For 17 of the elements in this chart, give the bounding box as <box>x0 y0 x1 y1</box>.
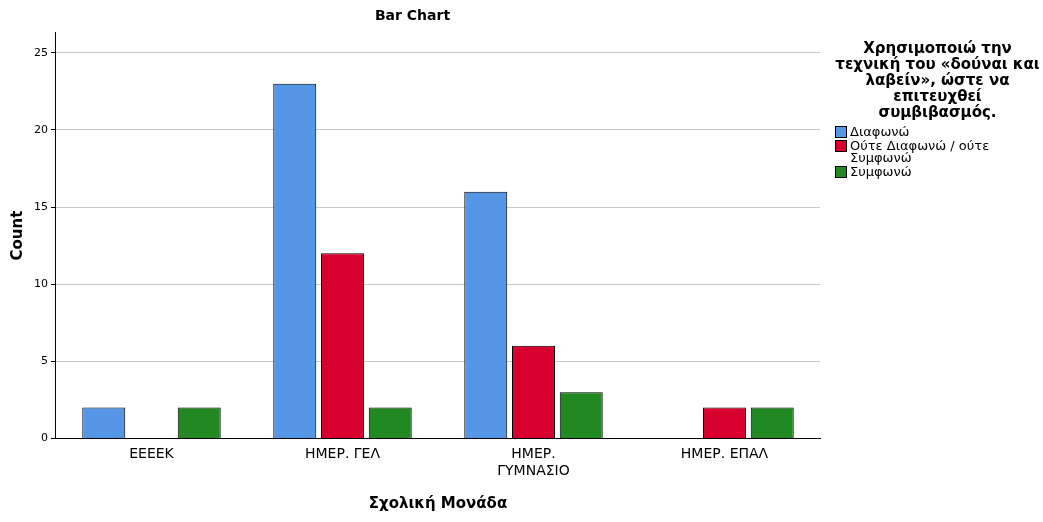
x-tick-label: ΗΜΕΡ. ΕΠΑΛ <box>680 445 769 462</box>
chart-title: Bar Chart <box>374 7 451 24</box>
y-tick-label: 0 <box>41 431 48 445</box>
y-tick-label: 15 <box>34 199 48 213</box>
y-tick-label: 20 <box>34 122 48 136</box>
x-tick-label: ΗΜΕΡ. ΓΕΛ <box>304 445 381 462</box>
legend-label: Ούτε Διαφωνώ / ούτε Συμφωνώ <box>850 138 991 165</box>
x-tick-label: ΗΜΕΡ. ΓΥΜΝΑΣΙΟ <box>497 445 570 479</box>
legend-title: Χρησιμοποιώ την τεχνική του «δούναι και λαβείν», ώστε να επιτευχθεί συμβιβασμός. <box>835 39 1040 121</box>
y-tick-label: 25 <box>34 45 48 59</box>
legend-label: Συμφωνώ <box>850 164 912 179</box>
legend-label: Διαφωνώ <box>850 124 910 139</box>
x-tick-label: ΕΕΕΕΚ <box>129 445 175 462</box>
y-axis-title: Count <box>7 210 26 261</box>
y-tick-label: 5 <box>41 354 48 368</box>
x-axis-title: Σχολική Μονάδα <box>368 493 508 512</box>
y-tick-label: 10 <box>34 277 48 291</box>
